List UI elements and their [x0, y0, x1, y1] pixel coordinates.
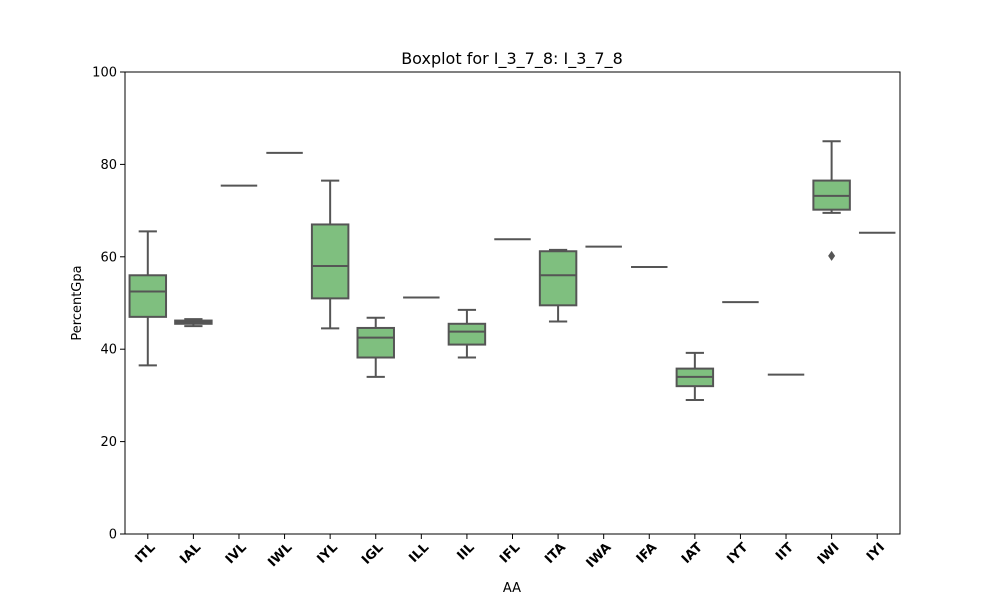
x-tick-label: IAL: [177, 540, 204, 567]
plot-frame: [124, 71, 901, 535]
box-IIL: [447, 308, 487, 359]
x-axis: ITL IAL IVL IWL IYL IGL ILL IIL IFL ITA IWA IFA IAT I…: [132, 534, 888, 571]
iqr-box: [128, 274, 168, 318]
plot-area: [128, 140, 896, 402]
y-tick-label: 100: [92, 66, 117, 81]
y-axis: 0 20 40 60 80 100: [92, 66, 125, 543]
box-ITL: [128, 230, 168, 367]
box-IAL: [174, 318, 213, 328]
x-tick-label: IIT: [773, 540, 797, 564]
y-tick-label: 40: [100, 343, 117, 358]
box-IAT: [675, 351, 715, 402]
x-tick-label: ITL: [132, 540, 158, 566]
iqr-box: [538, 250, 578, 307]
box-IGL: [356, 316, 395, 378]
x-tick-label: IWA: [584, 540, 615, 571]
x-tick-label: IWI: [815, 540, 843, 568]
y-tick-label: 0: [109, 528, 117, 543]
x-tick-label: IAT: [679, 540, 706, 567]
x-tick-label: IGL: [359, 540, 386, 567]
iqr-box: [310, 223, 350, 300]
x-tick-label: IVL: [223, 540, 250, 567]
x-tick-label: IWL: [265, 540, 295, 570]
x-tick-label: ILL: [406, 540, 432, 566]
box-ITA: [538, 248, 578, 323]
y-tick-label: 80: [100, 158, 117, 173]
y-tick-label: 20: [100, 435, 117, 450]
x-tick-label: IFL: [497, 540, 523, 566]
iqr-box: [447, 322, 487, 346]
x-tick-label: IYT: [724, 540, 751, 567]
x-tick-label: IYL: [314, 540, 341, 567]
chart-title: Boxplot for I_3_7_8: I_3_7_8: [401, 49, 623, 69]
x-tick-label: ITA: [542, 540, 569, 567]
x-tick-label: IYI: [864, 540, 888, 564]
box-IYL: [310, 179, 350, 330]
x-tick-label: IFA: [634, 540, 660, 566]
x-tick-label: IIL: [454, 540, 477, 563]
outlier-point: [828, 250, 836, 261]
iqr-box: [356, 326, 395, 359]
y-axis-label: PercentGpa: [70, 265, 85, 340]
y-tick-label: 60: [100, 250, 117, 265]
box-IWI: [812, 140, 851, 261]
x-axis-label: AA: [503, 581, 521, 596]
